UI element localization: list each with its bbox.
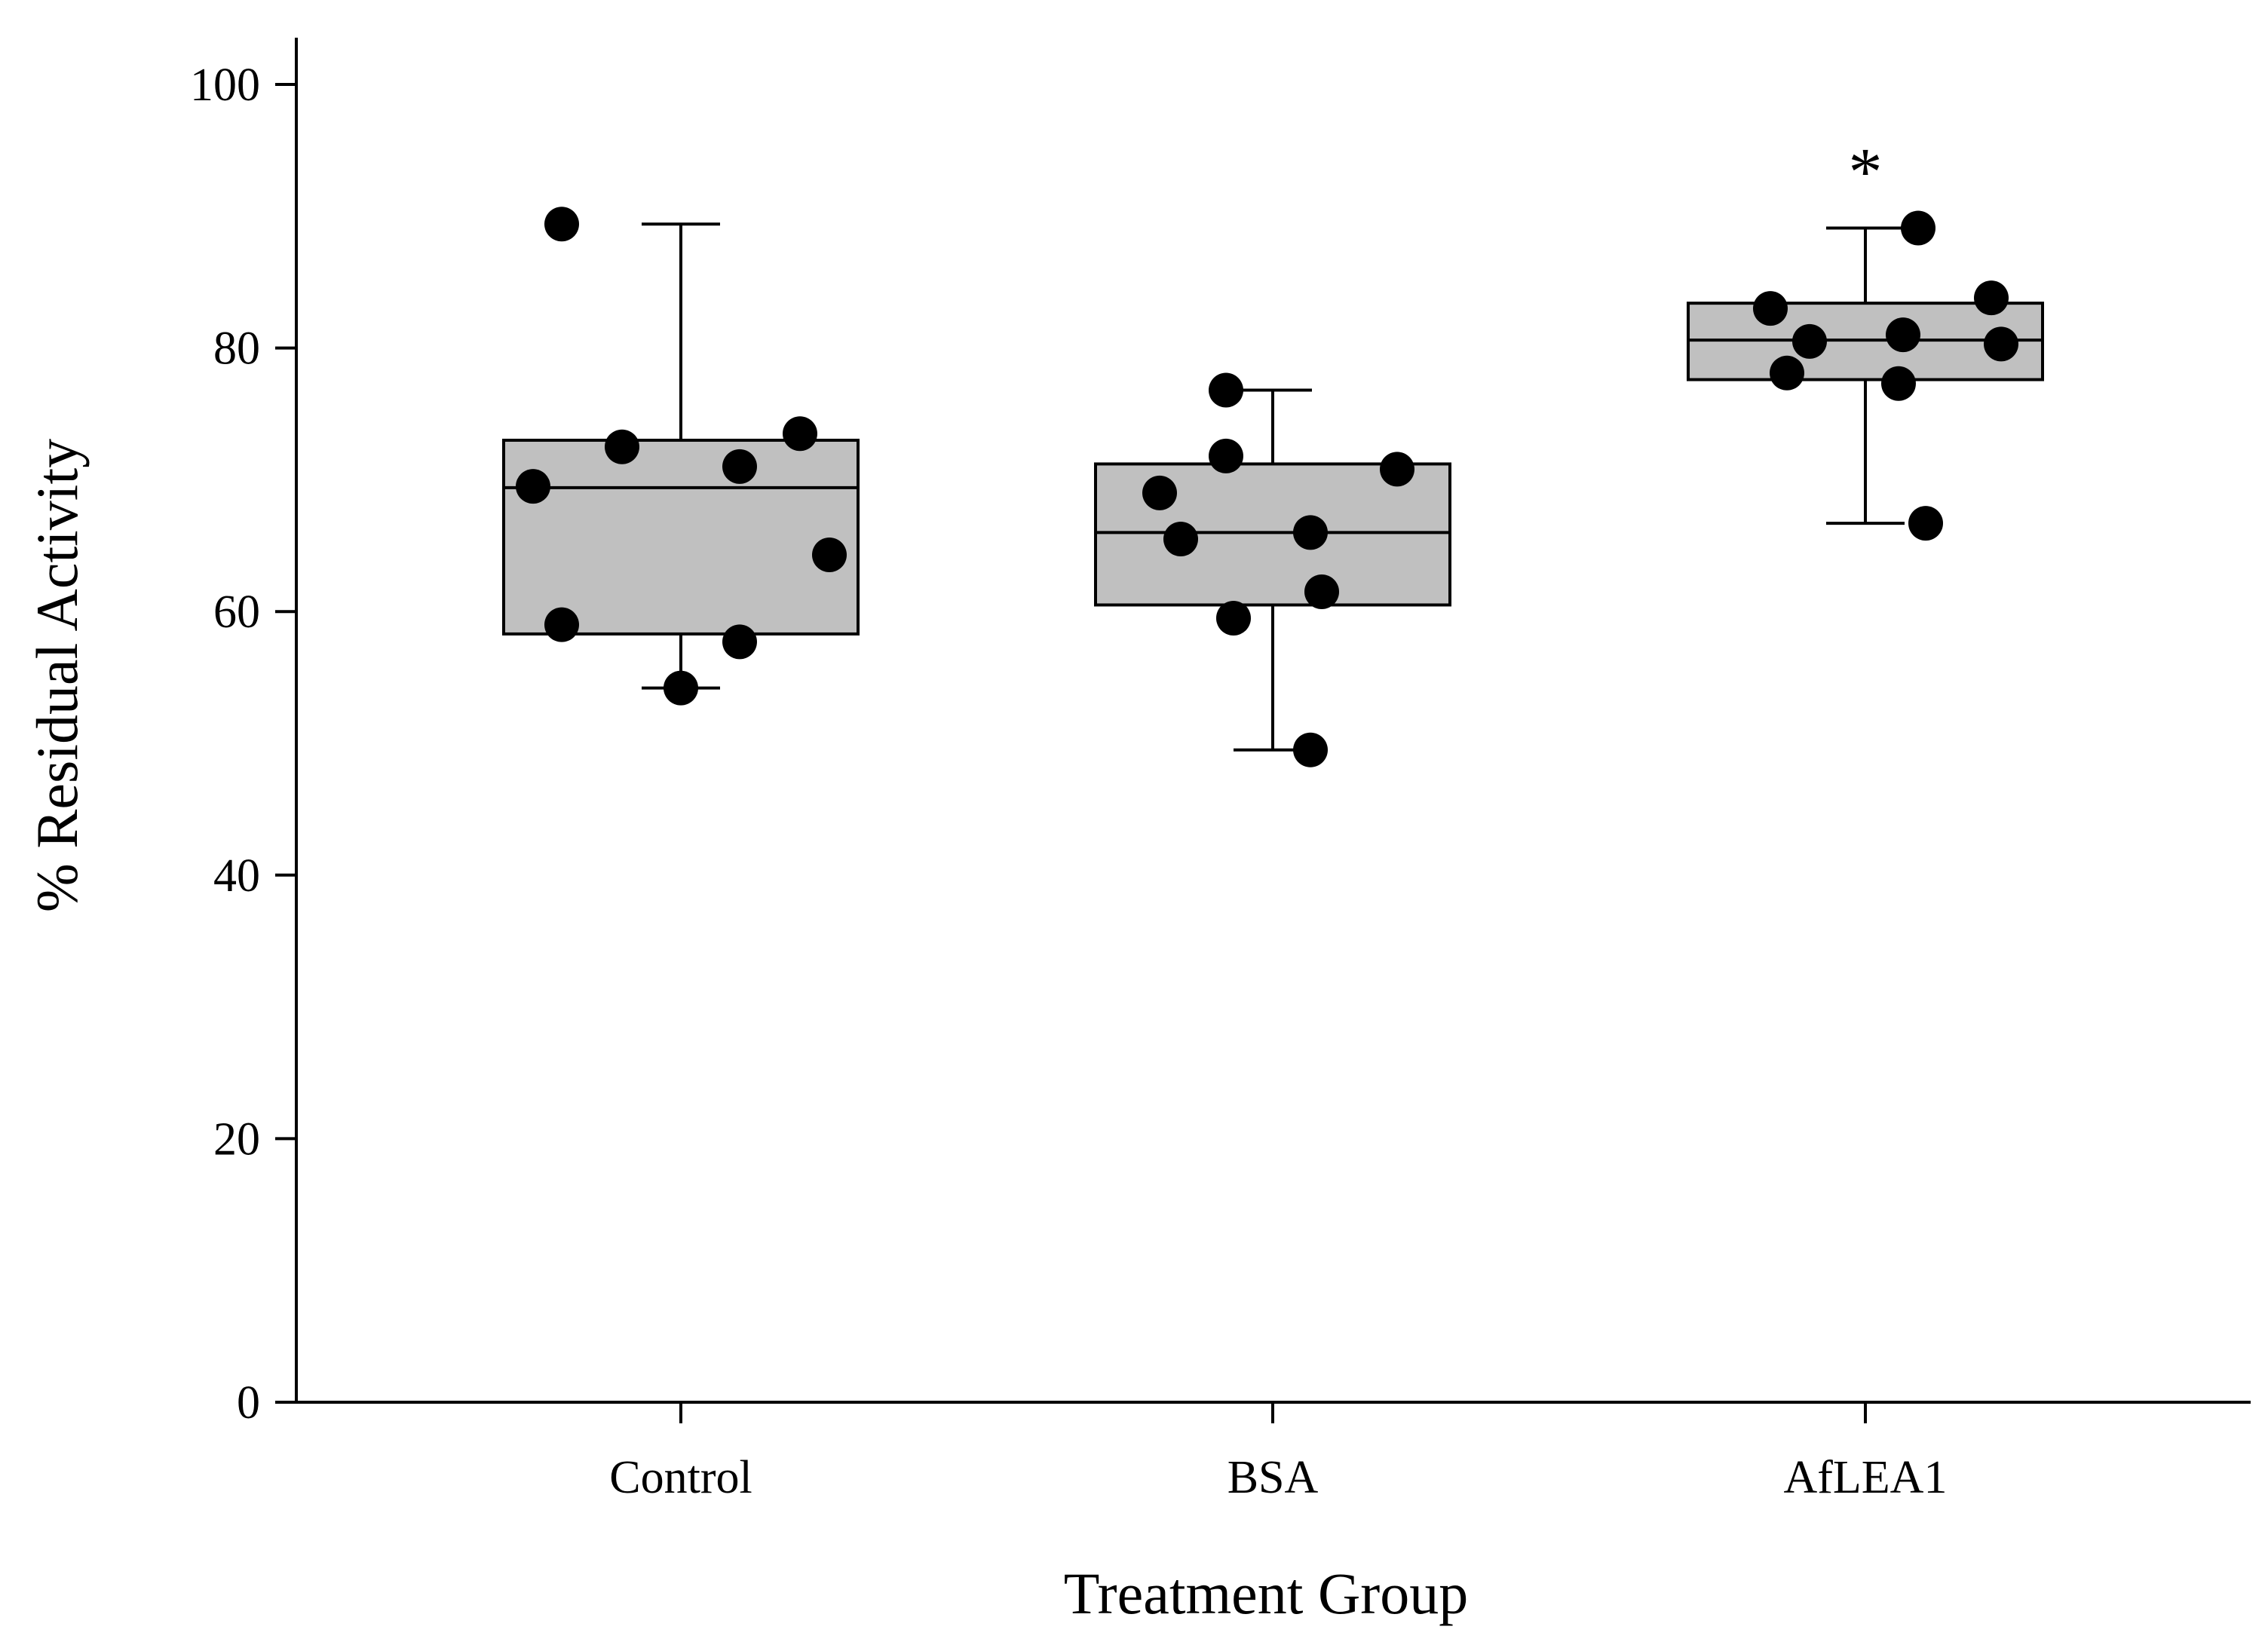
box-control [502,222,860,690]
data-point [722,624,757,660]
box-bsa [1094,388,1451,752]
y-tick-label-20: 20 [213,1113,260,1165]
y-tick-label-0: 0 [237,1377,260,1429]
data-point [1881,366,1916,401]
significance-asterisk: * [1849,135,1883,210]
data-point [1380,452,1414,487]
data-point [544,607,579,642]
y-tick-label-100: 100 [190,60,260,111]
data-point [664,670,698,706]
data-point [605,429,639,464]
x-tick-label-aflea1: AfLEA1 [1784,1452,1948,1503]
data-point [1984,326,2018,362]
data-point [544,207,579,242]
data-point [1293,515,1328,550]
data-point [812,538,847,573]
data-point [783,416,817,452]
boxes-layer [502,222,2044,752]
data-point [1293,732,1328,767]
data-point [1901,210,1935,246]
data-point [1304,574,1339,609]
y-tick-label-60: 60 [213,587,260,638]
data-point [1974,280,2009,316]
x-tick-label-control: Control [609,1452,752,1503]
data-point [1142,475,1177,510]
data-point [1753,291,1788,326]
x-axis-title: Treatment Group [1064,1561,1469,1626]
data-point [722,449,757,484]
data-point [1209,372,1243,408]
data-point [1209,438,1243,473]
data-point [1216,600,1251,636]
data-point [516,469,550,504]
data-point [1792,323,1827,359]
labels-layer: 0 20 40 60 80 100 Control BSA AfLEA1 * Treatment G… [24,60,1947,1626]
x-tick-label-bsa: BSA [1227,1452,1319,1503]
data-point [1163,522,1198,557]
data-point [1886,317,1920,353]
data-point [1770,355,1804,391]
box-aflea1 [1687,226,2044,525]
data-point [1908,506,1943,541]
y-tick-label-40: 40 [213,850,260,902]
box-iqr [502,438,860,636]
y-axis-title: % Residual Activity [24,439,90,912]
y-tick-label-80: 80 [213,323,260,375]
axes-layer [275,38,2251,1423]
points-layer [516,207,2018,767]
